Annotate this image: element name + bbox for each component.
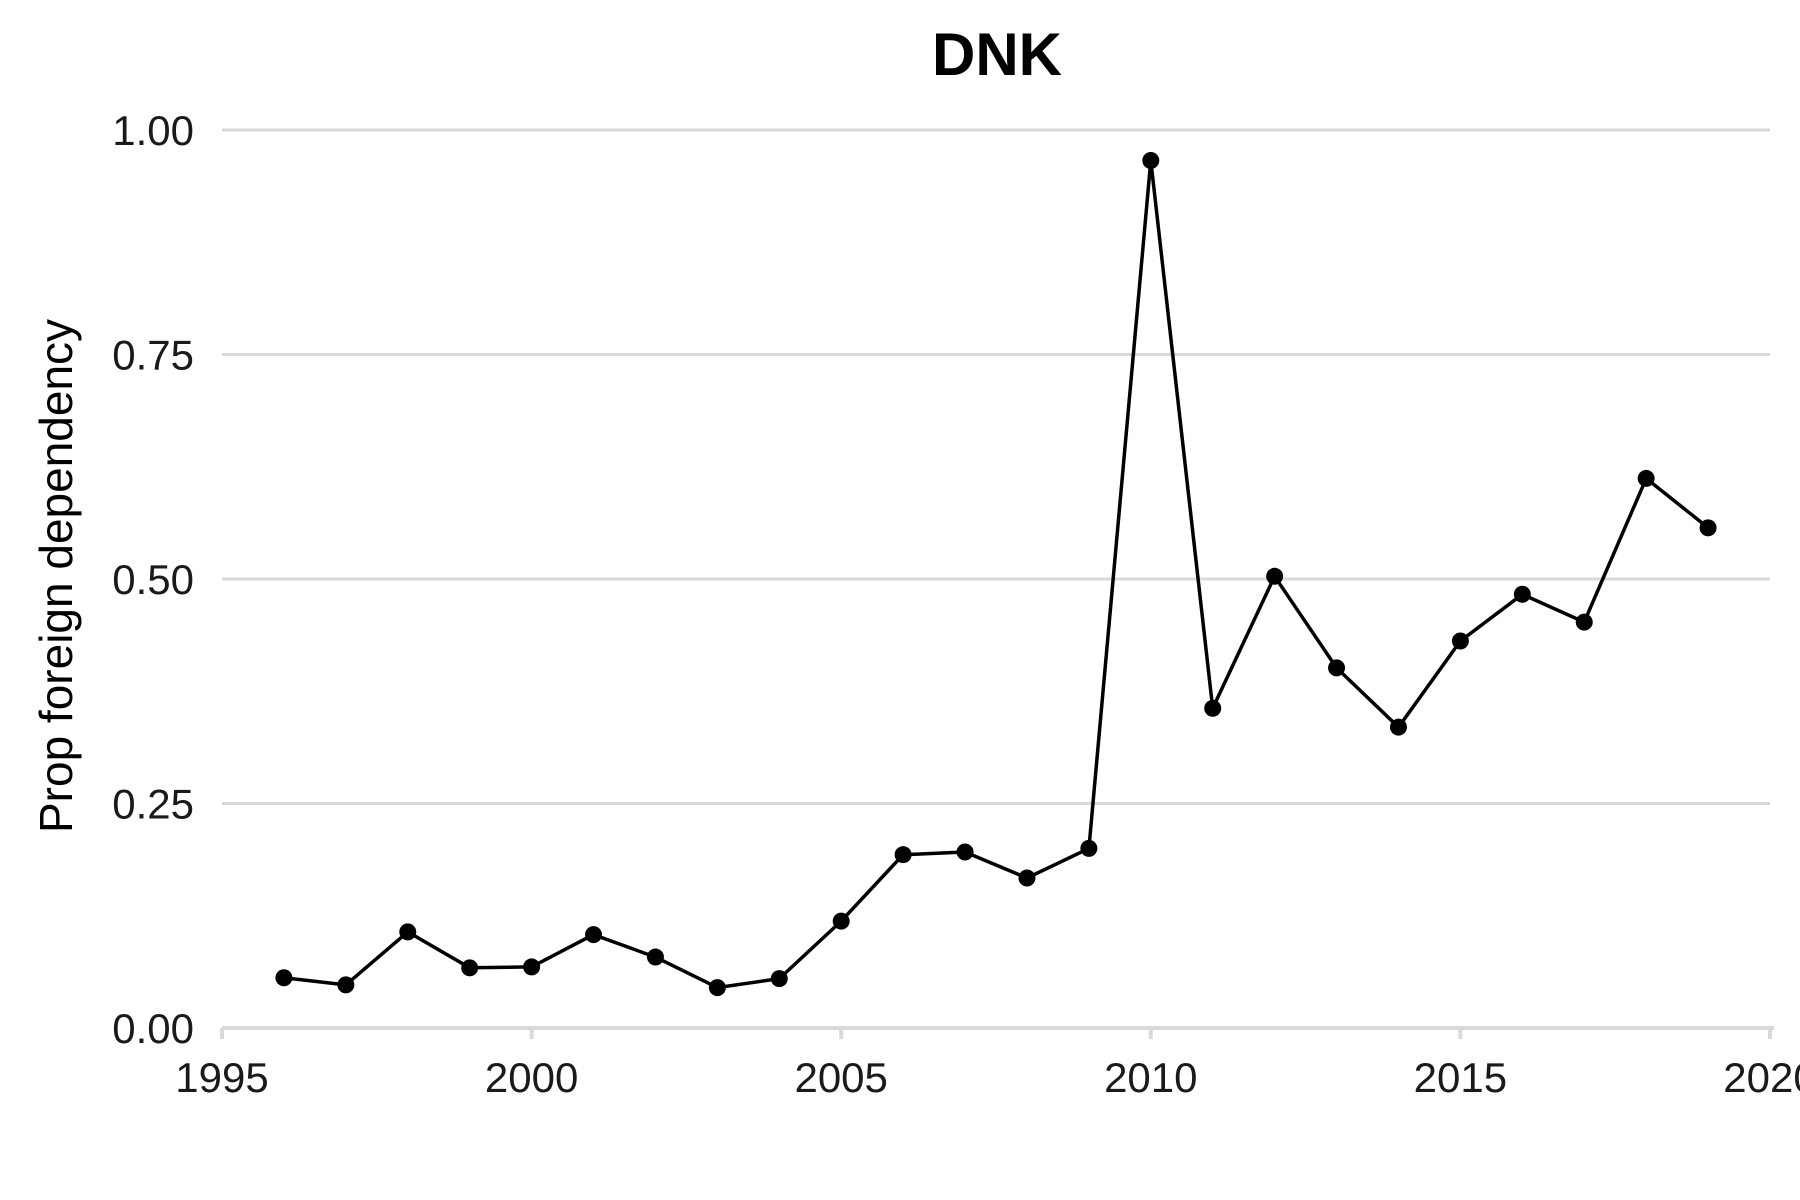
x-tick-label: 2010 xyxy=(1104,1054,1197,1101)
data-point xyxy=(1389,718,1407,736)
data-point xyxy=(646,948,664,966)
data-point xyxy=(770,970,788,988)
data-point xyxy=(1699,519,1717,537)
y-tick-label: 0.00 xyxy=(112,1005,194,1052)
data-point xyxy=(1142,152,1160,170)
data-point xyxy=(1266,567,1284,585)
chart-title: DNK xyxy=(932,21,1062,88)
x-tick-label: 2000 xyxy=(485,1054,578,1101)
data-point xyxy=(1204,699,1222,717)
gridlines xyxy=(222,128,1770,805)
data-point xyxy=(894,846,912,864)
data-point xyxy=(1080,839,1098,857)
data-point xyxy=(1451,632,1469,650)
data-point xyxy=(523,958,541,976)
data-point xyxy=(399,923,417,941)
y-tick-label: 1.00 xyxy=(112,107,194,154)
data-point xyxy=(337,976,355,994)
y-tick-label: 0.25 xyxy=(112,781,194,828)
data-point xyxy=(275,969,293,987)
data-point xyxy=(1328,659,1346,677)
data-point xyxy=(1575,613,1593,631)
data-point xyxy=(1637,469,1655,487)
y-tick-label: 0.75 xyxy=(112,332,194,379)
x-axis xyxy=(220,1026,1774,1039)
data-point xyxy=(585,926,603,944)
y-axis-label: Prop foreign dependency xyxy=(30,319,82,833)
x-tick-label: 2020 xyxy=(1723,1054,1800,1101)
data-point xyxy=(708,979,726,997)
series-line xyxy=(283,158,1710,990)
x-tick-label: 2015 xyxy=(1414,1054,1507,1101)
y-axis-tick-labels: 0.00 0.25 0.50 0.75 1.00 xyxy=(112,107,194,1052)
y-tick-label: 0.50 xyxy=(112,556,194,603)
data-point xyxy=(461,959,479,977)
x-tick-label: 2005 xyxy=(794,1054,887,1101)
data-point xyxy=(1513,585,1531,603)
data-series xyxy=(275,152,1717,997)
x-axis-tick-labels: 1995 2000 2005 2010 2015 2020 xyxy=(175,1054,1800,1101)
data-point xyxy=(1018,869,1036,887)
data-point xyxy=(832,912,850,930)
data-point xyxy=(956,843,974,861)
x-tick-label: 1995 xyxy=(175,1054,268,1101)
